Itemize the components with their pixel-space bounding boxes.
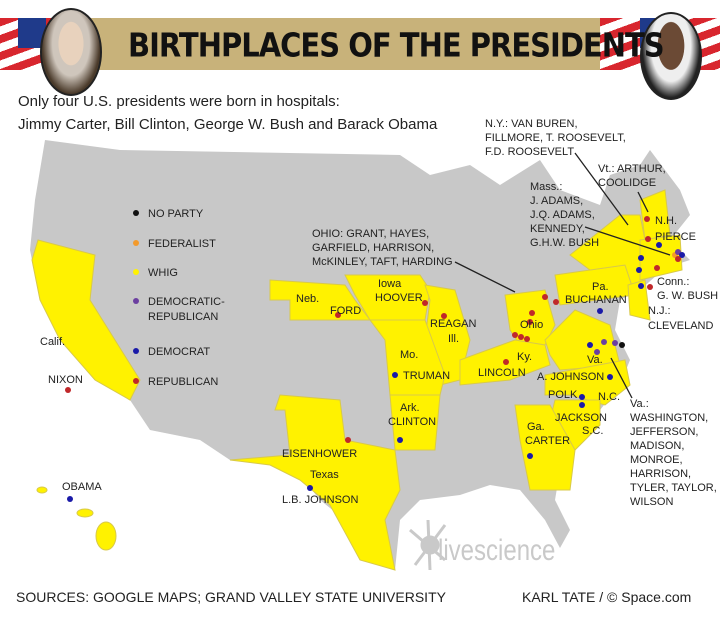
svg-text:OHIO: GRANT, HAYES,: OHIO: GRANT, HAYES, (312, 228, 429, 240)
state-california (31, 239, 141, 401)
svg-text:Pa.: Pa. (592, 281, 609, 293)
svg-text:MADISON,: MADISON, (630, 440, 684, 452)
state-vermont-nh (639, 189, 671, 241)
svg-text:Ga.: Ga. (527, 421, 545, 433)
svg-text:POLK: POLK (548, 389, 578, 401)
svg-text:FORD: FORD (330, 305, 361, 317)
svg-text:CLINTON: CLINTON (388, 416, 436, 428)
svg-text:Ohio: Ohio (520, 319, 543, 331)
map-labels: Calif. NIXON Neb. FORD Iowa HOOVER REAGA… (40, 118, 718, 508)
svg-text:NO PARTY: NO PARTY (148, 208, 204, 220)
svg-text:Mo.: Mo. (400, 349, 418, 361)
svg-text:FILLMORE, T. ROOSEVELT,: FILLMORE, T. ROOSEVELT, (485, 132, 626, 144)
svg-text:Ky.: Ky. (517, 351, 532, 363)
svg-text:G.H.W. BUSH: G.H.W. BUSH (530, 237, 599, 249)
svg-text:G. W. BUSH: G. W. BUSH (657, 290, 718, 302)
svg-text:Ill.: Ill. (448, 333, 459, 345)
svg-text:L.B. JOHNSON: L.B. JOHNSON (282, 494, 358, 506)
svg-text:EISENHOWER: EISENHOWER (282, 448, 357, 460)
washington-portrait (40, 8, 102, 96)
subtitle: Only four U.S. presidents were born in h… (18, 93, 340, 110)
svg-text:JACKSON: JACKSON (555, 412, 607, 424)
svg-text:PIERCE: PIERCE (655, 231, 696, 243)
svg-text:REPUBLICAN: REPUBLICAN (148, 311, 218, 323)
subtitle: Jimmy Carter, Bill Clinton, George W. Bu… (18, 116, 438, 133)
svg-text:Neb.: Neb. (296, 293, 319, 305)
svg-text:S.C.: S.C. (582, 425, 603, 437)
svg-text:TYLER, TAYLOR,: TYLER, TAYLOR, (630, 482, 717, 494)
livescience-logo-icon (409, 519, 447, 571)
svg-text:HARRISON,: HARRISON, (630, 468, 691, 480)
svg-text:DEMOCRATIC-: DEMOCRATIC- (148, 296, 225, 308)
state-north-carolina (544, 359, 631, 406)
sources: SOURCES: GOOGLE MAPS; GRAND VALLEY STATE… (16, 589, 446, 605)
svg-text:NIXON: NIXON (48, 374, 83, 386)
state-texas (229, 394, 401, 571)
svg-text:HOOVER: HOOVER (375, 292, 423, 304)
legend: NO PARTY FEDERALIST WHIG DEMOCRATIC- REPU… (133, 208, 225, 388)
svg-text:BUCHANAN: BUCHANAN (565, 294, 627, 306)
svg-text:CARTER: CARTER (525, 435, 570, 447)
state-new-york (569, 214, 651, 297)
state-new-jersey (627, 279, 651, 321)
watermark: livescience (438, 534, 556, 567)
svg-text:Calif.: Calif. (40, 336, 65, 348)
hawaii-island (95, 521, 117, 551)
birthplace-dots (65, 216, 685, 502)
svg-text:TRUMAN: TRUMAN (403, 370, 450, 382)
svg-text:REAGAN: REAGAN (430, 318, 477, 330)
svg-text:Iowa: Iowa (378, 278, 402, 290)
svg-text:J.Q. ADAMS,: J.Q. ADAMS, (530, 209, 595, 221)
svg-text:WASHINGTON,: WASHINGTON, (630, 412, 708, 424)
svg-text:JEFFERSON,: JEFFERSON, (630, 426, 698, 438)
credit: KARL TATE / © Space.com (522, 589, 692, 605)
svg-text:N.C.: N.C. (598, 391, 620, 403)
svg-text:WILSON: WILSON (630, 496, 673, 508)
state-arkansas (389, 394, 441, 451)
state-nebraska (269, 279, 371, 321)
highlighted-states (31, 189, 683, 571)
state-georgia (514, 404, 576, 491)
svg-text:Vt.: ARTHUR,: Vt.: ARTHUR, (598, 163, 666, 175)
leader-lines (454, 152, 671, 399)
hawaii-island (76, 508, 94, 518)
svg-text:Texas: Texas (310, 469, 339, 481)
svg-text:COOLIDGE: COOLIDGE (598, 177, 656, 189)
svg-text:McKINLEY, TAFT, HARDING: McKINLEY, TAFT, HARDING (312, 256, 453, 268)
svg-text:N.H.: N.H. (655, 215, 677, 227)
hawaii-island (36, 486, 48, 494)
svg-text:Va.: Va. (587, 354, 603, 366)
page-title: BIRTHPLACES OF THE PRESIDENTS (128, 25, 665, 65)
svg-text:MONROE,: MONROE, (630, 454, 683, 466)
svg-text:J. ADAMS,: J. ADAMS, (530, 195, 583, 207)
svg-text:Mass.:: Mass.: (530, 181, 562, 193)
svg-text:F.D. ROOSEVELT: F.D. ROOSEVELT (485, 146, 574, 158)
svg-text:WHIG: WHIG (148, 267, 178, 279)
svg-text:Va.:: Va.: (630, 398, 649, 410)
svg-text:KENNEDY,: KENNEDY, (530, 223, 585, 235)
obama-portrait (640, 12, 702, 100)
svg-text:LINCOLN: LINCOLN (478, 367, 526, 379)
svg-text:CLEVELAND: CLEVELAND (648, 320, 713, 332)
svg-text:DEMOCRAT: DEMOCRAT (148, 346, 210, 358)
svg-text:OBAMA: OBAMA (62, 481, 102, 493)
state-mass-conn (639, 234, 683, 281)
svg-text:FEDERALIST: FEDERALIST (148, 238, 216, 250)
svg-text:Ark.: Ark. (400, 402, 420, 414)
svg-text:N.Y.: VAN BUREN,: N.Y.: VAN BUREN, (485, 118, 578, 130)
svg-text:REPUBLICAN: REPUBLICAN (148, 376, 218, 388)
svg-text:A. JOHNSON: A. JOHNSON (537, 371, 604, 383)
svg-text:N.J.:: N.J.: (648, 305, 671, 317)
svg-text:GARFIELD, HARRISON,: GARFIELD, HARRISON, (312, 242, 434, 254)
svg-text:Conn.:: Conn.: (657, 276, 689, 288)
